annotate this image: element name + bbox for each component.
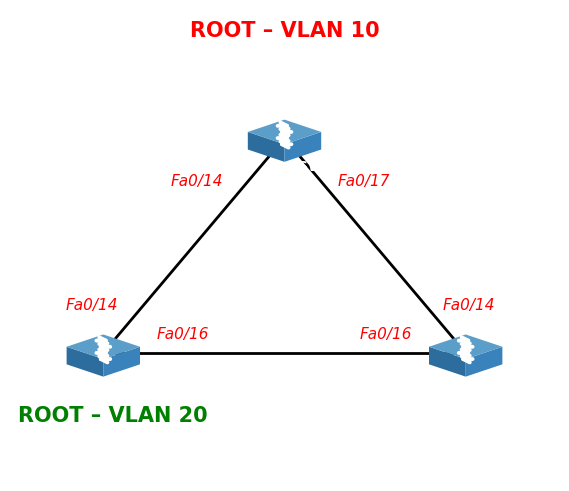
Polygon shape	[429, 334, 502, 359]
Text: SW2: SW2	[117, 375, 152, 389]
Polygon shape	[465, 347, 502, 377]
Text: SW1: SW1	[298, 160, 333, 174]
Text: Fa0/16: Fa0/16	[360, 327, 412, 342]
Polygon shape	[248, 132, 284, 162]
Polygon shape	[67, 334, 140, 359]
Polygon shape	[104, 347, 140, 377]
Text: Fa0/16: Fa0/16	[157, 327, 209, 342]
Text: SW3: SW3	[474, 375, 509, 389]
Text: Fa0/14: Fa0/14	[65, 298, 118, 313]
Text: Fa0/14: Fa0/14	[170, 173, 223, 189]
Polygon shape	[248, 120, 321, 144]
Text: ROOT – VLAN 10: ROOT – VLAN 10	[189, 21, 380, 41]
Text: Fa0/17: Fa0/17	[338, 173, 390, 189]
Text: ROOT – VLAN 20: ROOT – VLAN 20	[18, 406, 208, 426]
Polygon shape	[284, 132, 321, 162]
Polygon shape	[429, 347, 465, 377]
Text: Fa0/14: Fa0/14	[443, 298, 496, 313]
Polygon shape	[67, 347, 104, 377]
